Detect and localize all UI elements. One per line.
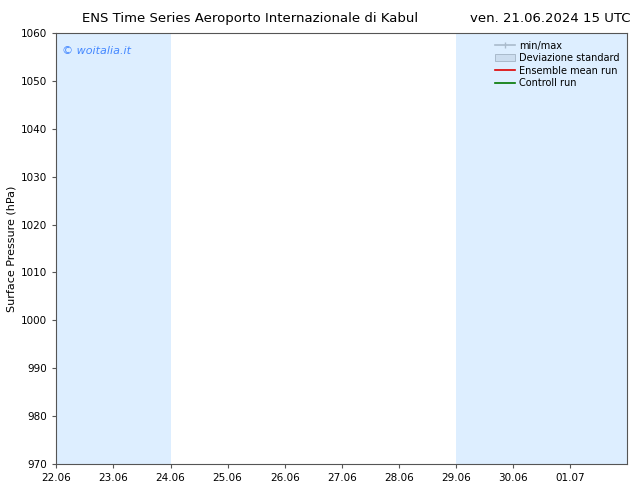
Y-axis label: Surface Pressure (hPa): Surface Pressure (hPa) bbox=[7, 185, 17, 312]
Bar bbox=[570, 33, 627, 464]
Bar bbox=[456, 33, 513, 464]
Bar bbox=[513, 33, 570, 464]
Text: ven. 21.06.2024 15 UTC: ven. 21.06.2024 15 UTC bbox=[470, 12, 631, 25]
Text: © woitalia.it: © woitalia.it bbox=[62, 46, 131, 56]
Bar bbox=[113, 33, 171, 464]
Legend: min/max, Deviazione standard, Ensemble mean run, Controll run: min/max, Deviazione standard, Ensemble m… bbox=[493, 38, 622, 91]
Text: ENS Time Series Aeroporto Internazionale di Kabul: ENS Time Series Aeroporto Internazionale… bbox=[82, 12, 418, 25]
Bar bbox=[56, 33, 113, 464]
